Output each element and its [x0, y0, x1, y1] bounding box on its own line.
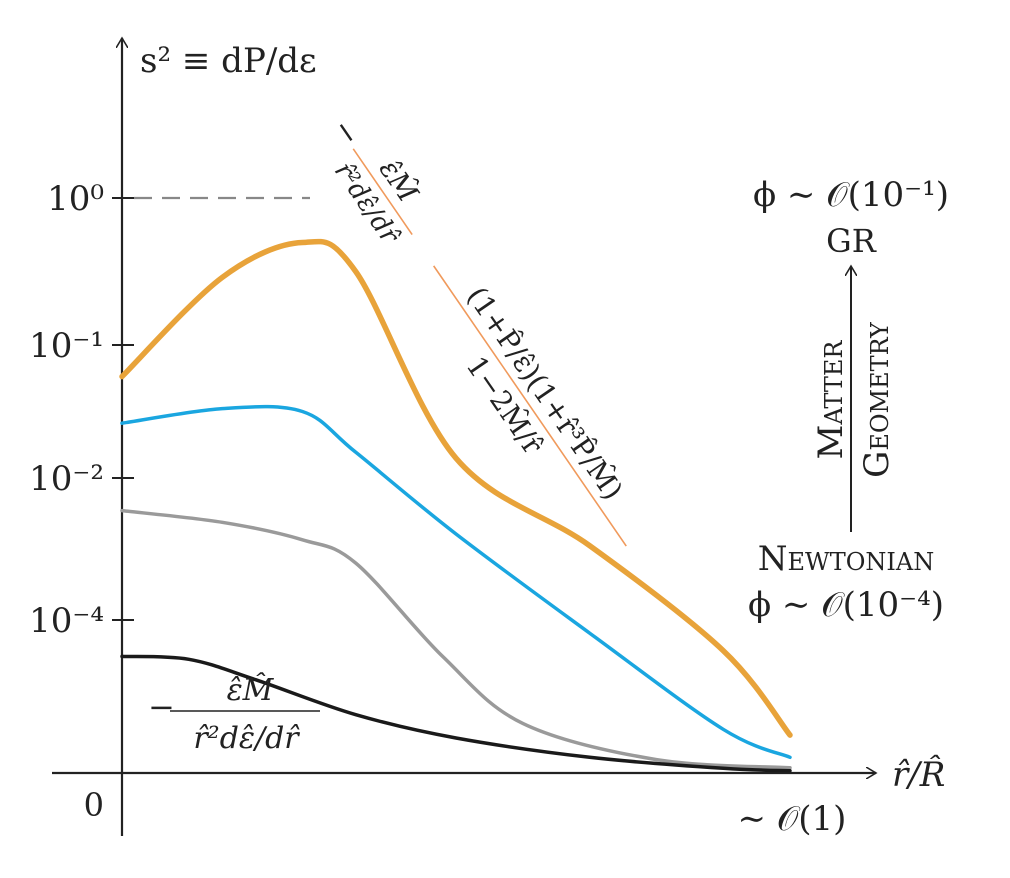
gr-fraction-bar — [352, 148, 413, 236]
series-line-4 — [120, 654, 792, 773]
y-tick-label: 10⁻² — [29, 459, 104, 499]
newt-formula-prefix: − — [148, 688, 175, 726]
gr-correction-fraction-bar — [433, 265, 627, 547]
geometry-label: Geometry — [857, 321, 897, 478]
series-line-3 — [120, 508, 792, 770]
series-line-2 — [120, 404, 792, 760]
gr-formula: − ε̂M̂ r̂²dε̂/dr̂ (1+P̂/ε̂)(1+r̂³P̂/M̂) … — [325, 112, 630, 547]
matter-label: Matter — [811, 340, 851, 460]
phi-gr-label: ϕ ∼ 𝒪(10⁻¹) — [753, 175, 949, 215]
y-tick-label: 10⁻⁴ — [29, 601, 104, 641]
newtonian-label: Newtonian — [758, 539, 934, 579]
series-layer — [119, 238, 793, 773]
y-tick-label: 10⁰ — [47, 179, 104, 219]
gr-formula-prefix: − — [325, 112, 368, 153]
y-tick-label: 10⁻¹ — [29, 326, 104, 366]
x-axis-label: r̂/R̂ — [892, 754, 945, 795]
phi-newt-label: ϕ ∼ 𝒪(10⁻⁴) — [748, 585, 944, 625]
y-axis-label: s² ≡ dP/dε — [140, 41, 317, 81]
newt-denominator: r̂²dε̂/dr̂ — [193, 721, 300, 756]
x-origin-label: 0 — [84, 786, 104, 824]
series-line-1 — [119, 238, 793, 738]
gr-label: GR — [826, 222, 877, 260]
x-end-label: ∼ 𝒪(1) — [738, 799, 847, 839]
newt-numerator: ε̂M̂ — [227, 673, 275, 708]
